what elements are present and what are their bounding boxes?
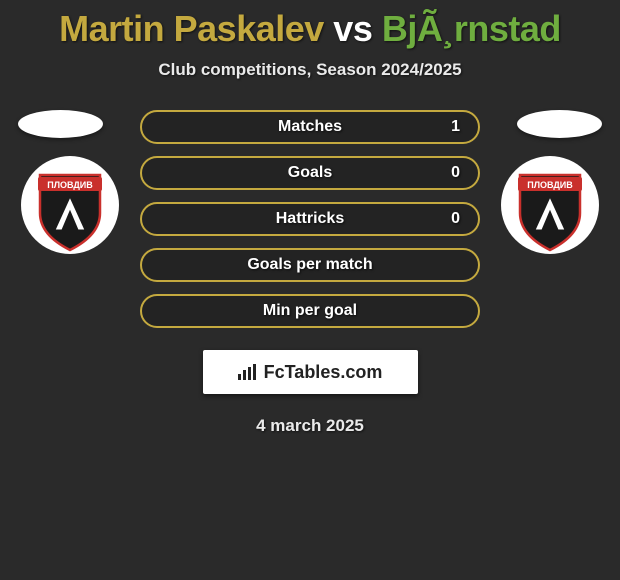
stat-label: Min per goal	[263, 302, 357, 320]
stat-label: Matches	[278, 118, 342, 136]
stat-value: 1	[451, 118, 460, 136]
stat-row: Goals 0	[140, 156, 480, 190]
stat-label: Hattricks	[276, 210, 344, 228]
stats-section: ПЛОВДИВ ПЛОВДИВ Matches 1 Goals 0 Hattricks 0…	[0, 110, 620, 328]
player2-name: BjÃ¸rnstad	[382, 8, 561, 49]
vs-separator: vs	[324, 8, 382, 49]
right-ellipse-decoration	[517, 110, 602, 138]
stat-label: Goals	[288, 164, 332, 182]
club-shield-icon: ПЛОВДИВ	[500, 155, 600, 255]
branding-text: FcTables.com	[264, 362, 383, 383]
svg-text:ПЛОВДИВ: ПЛОВДИВ	[47, 180, 93, 190]
branding-badge: FcTables.com	[203, 350, 418, 394]
stat-row: Matches 1	[140, 110, 480, 144]
stat-row: Min per goal	[140, 294, 480, 328]
svg-text:ПЛОВДИВ: ПЛОВДИВ	[527, 180, 573, 190]
bar-chart-icon	[238, 364, 258, 380]
player1-name: Martin Paskalev	[59, 8, 324, 49]
page-title: Martin Paskalev vs BjÃ¸rnstad	[0, 0, 620, 50]
player1-club-logo: ПЛОВДИВ	[20, 155, 120, 255]
stat-row: Goals per match	[140, 248, 480, 282]
player2-club-logo: ПЛОВДИВ	[500, 155, 600, 255]
subtitle: Club competitions, Season 2024/2025	[0, 60, 620, 80]
stat-label: Goals per match	[247, 256, 372, 274]
left-ellipse-decoration	[18, 110, 103, 138]
stat-row: Hattricks 0	[140, 202, 480, 236]
club-shield-icon: ПЛОВДИВ	[20, 155, 120, 255]
stat-value: 0	[451, 210, 460, 228]
stat-value: 0	[451, 164, 460, 182]
date-text: 4 march 2025	[0, 416, 620, 436]
